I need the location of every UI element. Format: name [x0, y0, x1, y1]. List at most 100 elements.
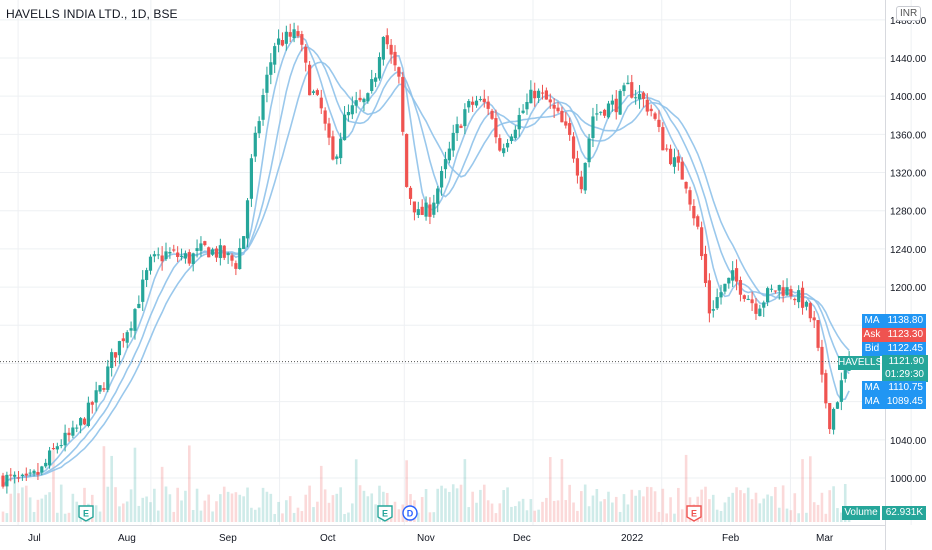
- candle: [137, 295, 141, 309]
- candle-body: [323, 110, 327, 124]
- candle: [525, 93, 529, 115]
- candle: [284, 25, 288, 51]
- candle-body: [346, 111, 351, 116]
- candle-body: [525, 102, 529, 110]
- volume-bar: [843, 484, 847, 522]
- volume-bar: [257, 507, 261, 522]
- volume-bar: [657, 511, 661, 522]
- volume-bar: [467, 507, 471, 522]
- candle-body: [199, 243, 203, 251]
- time-axis-label: Mar: [816, 533, 834, 544]
- earnings-marker[interactable]: E: [686, 505, 702, 522]
- candle: [711, 300, 715, 318]
- candle: [401, 71, 405, 136]
- moving-average-line-2: [2, 45, 850, 488]
- time-axis-label: Oct: [320, 533, 336, 544]
- candle: [618, 89, 622, 115]
- candle-body: [645, 99, 649, 112]
- volume-bar: [448, 491, 451, 522]
- volume-bar: [420, 497, 424, 522]
- candle-body: [280, 40, 285, 46]
- volume-bar: [514, 506, 517, 522]
- candle-body: [517, 115, 521, 130]
- candle-body: [793, 298, 797, 301]
- volume-bar: [587, 506, 591, 522]
- candle-body: [55, 446, 59, 450]
- volume-bars: [1, 445, 851, 522]
- volume-bar: [459, 484, 463, 522]
- candle: [474, 95, 479, 108]
- symbol-tag-value: 1121.90: [882, 355, 928, 369]
- candle: [579, 170, 583, 194]
- candle: [82, 417, 87, 426]
- volume-bar: [626, 504, 630, 522]
- volume-bar: [642, 496, 645, 522]
- time-axis-label: Nov: [417, 533, 435, 544]
- volume-bar: [176, 487, 179, 522]
- candle: [102, 382, 106, 393]
- volume-bar: [677, 487, 680, 522]
- candle: [548, 93, 552, 109]
- volume-bar: [649, 487, 653, 522]
- candle-body: [222, 245, 226, 258]
- candle-body: [684, 181, 688, 189]
- candle-body: [839, 380, 843, 402]
- volume-bar: [622, 494, 626, 522]
- candle: [183, 250, 188, 264]
- candle-body: [459, 125, 463, 128]
- candle-body: [75, 427, 79, 429]
- volume-bar: [638, 490, 641, 522]
- candle-body: [564, 121, 568, 126]
- volume-bar: [129, 489, 133, 522]
- candle: [777, 284, 781, 300]
- candle-body: [145, 270, 149, 281]
- earnings-marker[interactable]: E: [78, 505, 94, 522]
- volume-bar: [506, 487, 509, 522]
- candle-body: [342, 114, 347, 141]
- volume-bar: [630, 489, 634, 522]
- candle: [459, 123, 463, 129]
- candle-body: [106, 366, 110, 390]
- volume-bar: [595, 489, 599, 522]
- candle: [595, 104, 599, 121]
- candle-body: [94, 390, 98, 403]
- volume-bar: [820, 492, 824, 522]
- candle: [727, 277, 731, 289]
- volume-bar: [32, 511, 36, 522]
- candle-body: [102, 388, 106, 390]
- candle-body: [296, 31, 300, 36]
- moving-average-line-3: [2, 61, 850, 488]
- candle-body: [754, 303, 758, 314]
- volume-bar: [215, 501, 218, 522]
- volume-bar: [770, 496, 773, 522]
- candle-body: [595, 113, 599, 115]
- candle-body: [179, 255, 184, 257]
- candle-body: [630, 82, 634, 98]
- candle-body: [703, 253, 708, 284]
- candle-body: [117, 341, 122, 356]
- currency-badge[interactable]: INR: [896, 6, 922, 21]
- candle-body: [800, 287, 805, 308]
- candle-body: [234, 263, 238, 269]
- volume-bar: [793, 493, 797, 522]
- candle: [482, 89, 486, 108]
- volume-bar: [785, 508, 789, 522]
- candle: [5, 471, 9, 494]
- candle: [467, 99, 471, 113]
- candle-body: [711, 309, 715, 311]
- candle-body: [304, 46, 308, 63]
- candle: [513, 125, 517, 141]
- candle: [370, 69, 374, 94]
- earnings-marker[interactable]: E: [377, 505, 393, 522]
- candle-body: [610, 100, 614, 105]
- volume-bar: [789, 510, 793, 522]
- candle-body: [195, 248, 199, 251]
- volume-bar: [288, 496, 292, 522]
- candle-body: [587, 138, 591, 163]
- candle-body: [537, 90, 541, 98]
- dividend-marker[interactable]: D: [402, 505, 418, 521]
- candle: [405, 133, 409, 188]
- candle: [257, 116, 261, 139]
